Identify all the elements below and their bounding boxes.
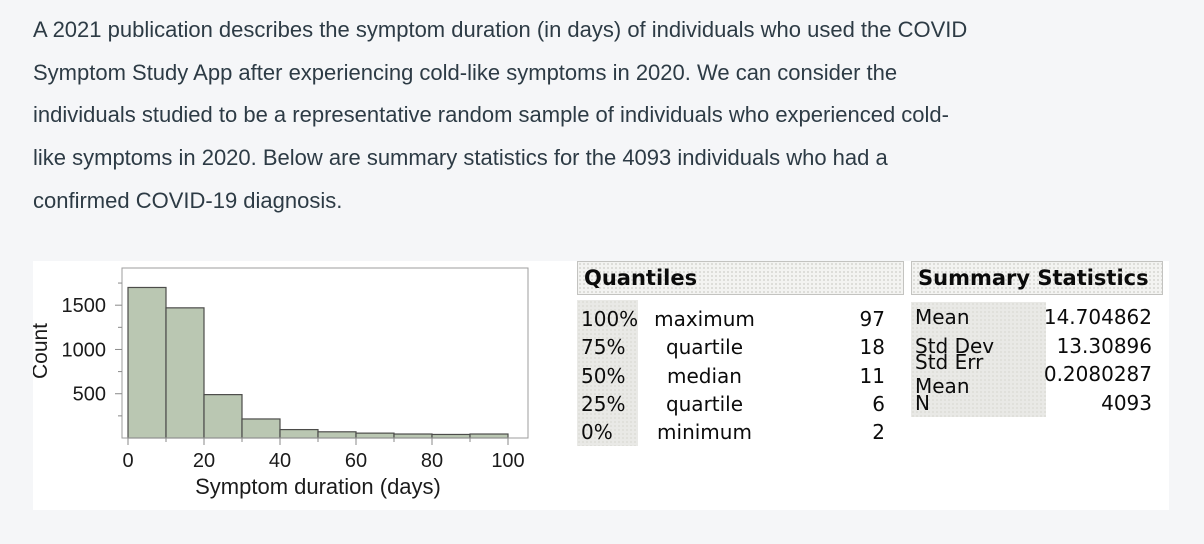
quantile-value: 6 <box>872 392 885 417</box>
statistic-value: 4093 <box>1101 391 1152 416</box>
x-tick-label: 60 <box>345 450 367 472</box>
quantile-label: maximum <box>654 307 755 332</box>
quantile-label: quartile <box>665 335 744 360</box>
quantile-percent: 0% <box>581 420 613 445</box>
quantile-label: median <box>667 363 742 388</box>
text-line: like symptoms in 2020. Below are summary… <box>33 145 888 171</box>
x-tick-label: 0 <box>122 450 133 472</box>
quantiles-title: Quantiles <box>584 266 698 290</box>
table-row: N 4093 <box>911 389 1163 418</box>
y-tick-label: 1000 <box>62 339 107 361</box>
summary-statistics-title: Summary Statistics <box>918 266 1149 290</box>
quantiles-rows: 100% maximum 97 75% quartile 18 50% median 11 25%… <box>577 305 904 446</box>
histogram-bar <box>127 286 167 439</box>
quantile-percent: 50% <box>581 363 626 388</box>
problem-statement: A 2021 publication describes the symptom… <box>33 9 1193 223</box>
x-axis-label: Symptom duration (days) <box>195 474 441 499</box>
histogram-bar <box>317 431 357 439</box>
histogram-bar <box>165 307 205 439</box>
x-tick-label: 100 <box>491 450 524 472</box>
plot-frame <box>121 267 529 439</box>
histogram-bar <box>469 433 509 439</box>
quantiles-percent-column-bg <box>577 300 638 446</box>
quantiles-header: Quantiles <box>577 261 904 295</box>
table-row: Std Dev 13.30896 <box>911 332 1163 361</box>
table-row: Std Err Mean 0.2080287 <box>911 350 1163 398</box>
summary-statistics-header: Summary Statistics <box>911 261 1163 295</box>
summary-label-column-bg <box>911 302 1046 417</box>
histogram-bar <box>241 418 281 439</box>
results-panel: 500 1000 1500 0 20 40 60 80 100 Symptom duration … <box>33 261 1169 510</box>
y-tick-label: 1500 <box>62 295 107 317</box>
y-tick-label: 500 <box>73 384 106 406</box>
text-line: A 2021 publication describes the symptom… <box>33 17 968 42</box>
statistic-label: Std Err Mean <box>915 350 984 399</box>
table-row: 0% minimum 2 <box>577 418 904 446</box>
histogram-bar <box>279 428 319 439</box>
statistic-value: 0.2080287 <box>1043 362 1152 387</box>
y-axis-label: Count <box>33 323 52 379</box>
quantile-value: 18 <box>859 335 885 360</box>
statistic-label: Mean <box>915 305 970 330</box>
x-tick-label: 40 <box>269 450 291 472</box>
quantiles-table: Quantiles 100% maximum 97 75% quartile 18 50% m… <box>577 261 904 461</box>
table-row: 25% quartile 6 <box>577 390 904 418</box>
histogram-bar <box>393 433 433 439</box>
quantile-percent: 75% <box>581 335 626 360</box>
summary-statistics-table: Summary Statistics Mean 14.704862 Std Dev 1… <box>911 261 1163 431</box>
text-line: Symptom Study App after experiencing col… <box>33 59 898 85</box>
statistic-value: 14.704862 <box>1043 305 1152 330</box>
summary-rows: Mean 14.704862 Std Dev 13.30896 Std Err Mean… <box>911 303 1163 417</box>
quantile-value: 2 <box>872 420 885 445</box>
quantile-percent: 25% <box>581 392 626 417</box>
text-line: individuals studied to be a representati… <box>33 102 949 128</box>
x-tick-label: 20 <box>193 450 215 472</box>
table-row: 50% median 11 <box>577 362 904 390</box>
table-row: 75% quartile 18 <box>577 333 904 361</box>
histogram: 500 1000 1500 0 20 40 60 80 100 Symptom duration … <box>33 267 529 499</box>
table-row: Mean 14.704862 <box>911 303 1163 332</box>
table-row: 100% maximum 97 <box>577 305 904 333</box>
histogram-bar <box>355 432 395 439</box>
quantile-percent: 100% <box>581 307 639 332</box>
x-tick-label: 80 <box>421 450 443 472</box>
quantile-value: 97 <box>859 307 885 332</box>
quantile-label: quartile <box>665 392 744 417</box>
statistic-label: Std Dev <box>915 333 995 358</box>
histogram-bar <box>203 394 243 439</box>
statistic-value: 13.30896 <box>1056 333 1152 358</box>
quantile-label: minimum <box>657 420 752 445</box>
quantile-value: 11 <box>859 363 885 388</box>
text-line: confirmed COVID-19 diagnosis. <box>33 187 343 213</box>
statistic-label: N <box>915 391 930 416</box>
histogram-bar <box>431 433 471 439</box>
